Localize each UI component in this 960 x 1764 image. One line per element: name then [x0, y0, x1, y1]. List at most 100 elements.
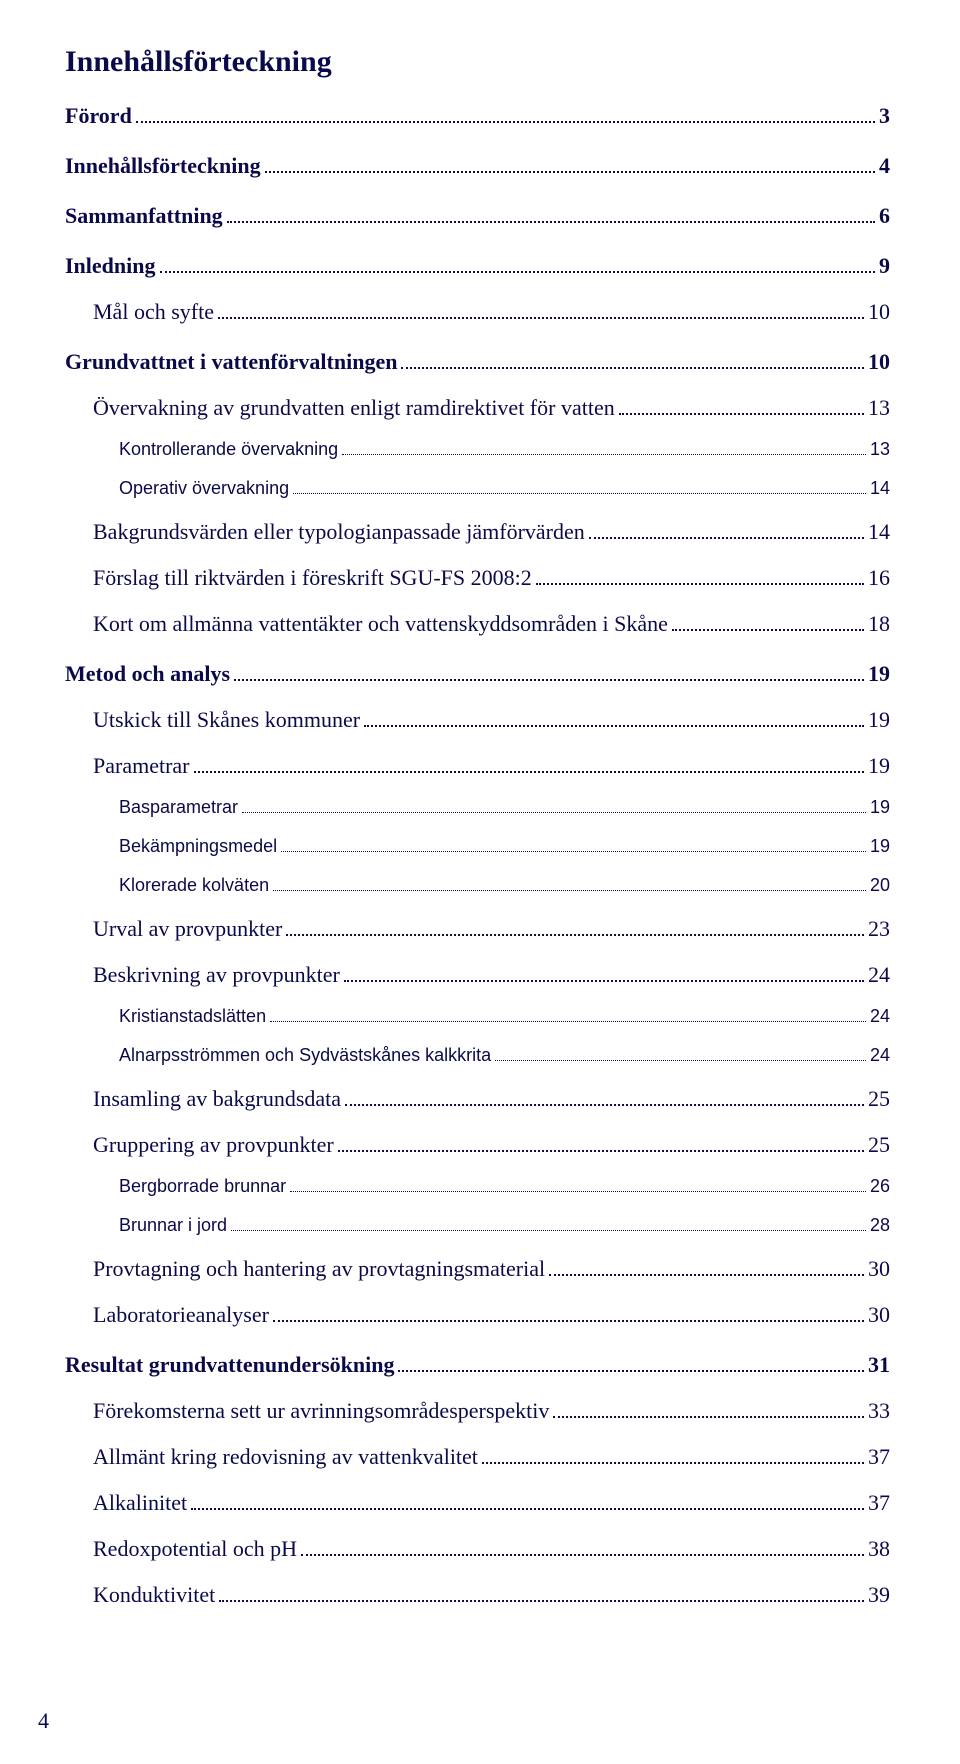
toc-entry: Förslag till riktvärden i föreskrift SGU…	[93, 565, 890, 591]
toc-dot-leader	[234, 679, 864, 681]
toc-dot-leader	[191, 1508, 864, 1510]
toc-entry-page: 14	[870, 478, 890, 499]
toc-entry-page: 38	[868, 1536, 890, 1562]
toc-dot-leader	[281, 851, 866, 852]
toc-entry-page: 30	[868, 1302, 890, 1328]
toc-entry-label: Urval av provpunkter	[93, 916, 282, 942]
toc-entry: Metod och analys 19	[65, 661, 890, 687]
toc-entry-page: 19	[870, 797, 890, 818]
toc-dot-leader	[401, 367, 864, 369]
toc-entry-label: Utskick till Skånes kommuner	[93, 707, 360, 733]
toc-entry: Bakgrundsvärden eller typologianpassade …	[93, 519, 890, 545]
toc-dot-leader	[398, 1370, 864, 1372]
toc-entry-label: Kristianstadslätten	[119, 1006, 266, 1027]
toc-entry-page: 24	[870, 1045, 890, 1066]
toc-entry-page: 31	[868, 1352, 890, 1378]
toc-entry-label: Bekämpningsmedel	[119, 836, 277, 857]
toc-entry-page: 39	[868, 1582, 890, 1608]
document-page: Innehållsförteckning Förord3Innehållsför…	[0, 0, 960, 1764]
toc-entry-label: Klorerade kolväten	[119, 875, 269, 896]
toc-entry-label: Förslag till riktvärden i föreskrift SGU…	[93, 565, 532, 591]
toc-entry-label: Laboratorieanalyser	[93, 1302, 269, 1328]
toc-entry-page: 13	[868, 395, 890, 421]
toc-entry: Operativ övervakning 14	[119, 478, 890, 499]
toc-entry-page: 4	[879, 153, 890, 179]
toc-entry-label: Insamling av bakgrundsdata	[93, 1086, 341, 1112]
toc-entry-page: 3	[879, 103, 890, 129]
toc-entry-page: 20	[870, 875, 890, 896]
toc-entry: Parametrar 19	[93, 753, 890, 779]
toc-entry-label: Operativ övervakning	[119, 478, 289, 499]
toc-dot-leader	[265, 171, 875, 173]
toc-entry-label: Bakgrundsvärden eller typologianpassade …	[93, 519, 585, 545]
toc-entry: Resultat grundvattenundersökning 31	[65, 1352, 890, 1378]
toc-entry: Beskrivning av provpunkter 24	[93, 962, 890, 988]
toc-entry: Mål och syfte 10	[93, 299, 890, 325]
toc-entry: Bergborrade brunnar26	[119, 1176, 890, 1197]
toc-entry-label: Mål och syfte	[93, 299, 214, 325]
toc-entry-page: 19	[868, 753, 890, 779]
toc-entry-label: Redoxpotential och pH	[93, 1536, 297, 1562]
toc-entry: Laboratorieanalyser 30	[93, 1302, 890, 1328]
toc-entry-label: Övervakning av grundvatten enligt ramdir…	[93, 395, 615, 421]
toc-entry-page: 13	[870, 439, 890, 460]
toc-entry: Insamling av bakgrundsdata25	[93, 1086, 890, 1112]
toc-dot-leader	[589, 537, 864, 539]
toc-entry-label: Resultat grundvattenundersökning	[65, 1352, 394, 1378]
toc-dot-leader	[342, 454, 866, 455]
toc-entry-page: 10	[868, 299, 890, 325]
toc-entry: Grundvattnet i vattenförvaltningen 10	[65, 349, 890, 375]
toc-dot-leader	[345, 1104, 864, 1106]
toc-entry-label: Metod och analys	[65, 661, 230, 687]
toc-dot-leader	[301, 1554, 864, 1556]
toc-dot-leader	[553, 1416, 864, 1418]
toc-entry-label: Inledning	[65, 253, 156, 279]
toc-entry: Provtagning och hantering av provtagning…	[93, 1256, 890, 1282]
toc-entry-label: Provtagning och hantering av provtagning…	[93, 1256, 545, 1282]
toc-dot-leader	[218, 317, 864, 319]
toc-dot-leader	[273, 890, 866, 891]
toc-entry-label: Basparametrar	[119, 797, 238, 818]
toc-entry-page: 10	[868, 349, 890, 375]
toc-dot-leader	[536, 583, 864, 585]
toc-dot-leader	[231, 1230, 866, 1231]
toc-dot-leader	[242, 812, 866, 813]
toc-entry-label: Allmänt kring redovisning av vattenkvali…	[93, 1444, 478, 1470]
toc-dot-leader	[344, 980, 864, 982]
toc-entry-label: Grundvattnet i vattenförvaltningen	[65, 349, 397, 375]
toc-entry: Brunnar i jord28	[119, 1215, 890, 1236]
toc-entry-page: 18	[868, 611, 890, 637]
toc-entry-label: Konduktivitet	[93, 1582, 215, 1608]
toc-entry-label: Kontrollerande övervakning	[119, 439, 338, 460]
toc-entry-page: 33	[868, 1398, 890, 1424]
toc-entry-label: Bergborrade brunnar	[119, 1176, 286, 1197]
toc-entry-label: Förekomsterna sett ur avrinningsområdesp…	[93, 1398, 549, 1424]
toc-entry: Kort om allmänna vattentäkter och vatten…	[93, 611, 890, 637]
toc-dot-leader	[549, 1274, 864, 1276]
toc-entry-page: 6	[879, 203, 890, 229]
toc-entry-label: Beskrivning av provpunkter	[93, 962, 340, 988]
toc-dot-leader	[270, 1021, 866, 1022]
toc-entry-page: 19	[868, 661, 890, 687]
toc-entry-label: Förord	[65, 103, 132, 129]
toc-entry-page: 24	[868, 962, 890, 988]
toc-dot-leader	[219, 1600, 864, 1602]
toc-entry: Utskick till Skånes kommuner 19	[93, 707, 890, 733]
toc-dot-leader	[286, 934, 864, 936]
toc-entry-page: 23	[868, 916, 890, 942]
toc-dot-leader	[160, 271, 876, 273]
toc-dot-leader	[495, 1060, 866, 1061]
toc-entry-label: Parametrar	[93, 753, 190, 779]
toc-entry-page: 19	[870, 836, 890, 857]
toc-entry: Allmänt kring redovisning av vattenkvali…	[93, 1444, 890, 1470]
page-title: Innehållsförteckning	[65, 45, 890, 79]
toc-entry-page: 25	[868, 1132, 890, 1158]
toc-entry-page: 9	[879, 253, 890, 279]
toc-entry-page: 28	[870, 1215, 890, 1236]
toc-dot-leader	[364, 725, 864, 727]
toc-entry-label: Sammanfattning	[65, 203, 223, 229]
toc-dot-leader	[482, 1462, 864, 1464]
toc-dot-leader	[293, 493, 866, 494]
toc-entry-page: 19	[868, 707, 890, 733]
toc-list: Förord3Innehållsförteckning4Sammanfattni…	[65, 103, 890, 1608]
